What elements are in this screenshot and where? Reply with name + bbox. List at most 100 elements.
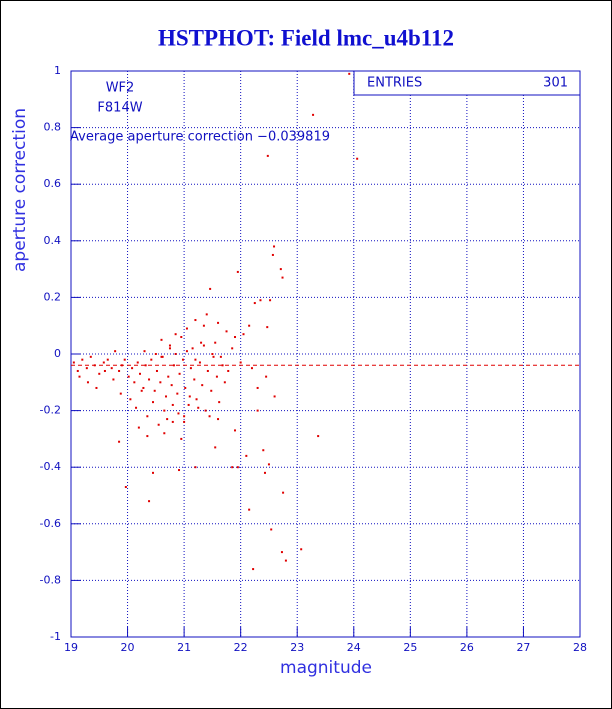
point <box>150 358 153 361</box>
point <box>265 375 268 378</box>
point <box>267 463 270 466</box>
point <box>144 364 147 367</box>
point <box>172 364 175 367</box>
point <box>148 500 151 503</box>
point <box>202 344 205 347</box>
x-tick-label: 23 <box>290 641 304 654</box>
point <box>118 369 121 372</box>
point <box>239 361 242 364</box>
point <box>148 378 151 381</box>
x-axis-label: magnitude <box>280 658 372 678</box>
point <box>348 72 351 75</box>
point <box>231 347 234 350</box>
point <box>201 384 204 387</box>
y-tick-label: 0.6 <box>44 177 62 190</box>
point <box>86 381 89 384</box>
y-tick-label: -0.8 <box>40 573 61 586</box>
point <box>161 355 164 358</box>
point <box>312 113 315 116</box>
stats-value: 301 <box>543 76 568 91</box>
point <box>212 355 215 358</box>
point <box>266 326 269 329</box>
point <box>178 469 181 472</box>
point <box>204 409 207 412</box>
point <box>183 420 186 423</box>
point <box>198 361 201 364</box>
point <box>259 299 262 302</box>
x-tick-label: 26 <box>460 641 474 654</box>
point <box>163 432 166 435</box>
point <box>170 384 173 387</box>
plot-frame <box>70 70 581 638</box>
point <box>146 435 149 438</box>
point <box>85 367 88 370</box>
y-tick-label: -1 <box>50 630 61 643</box>
x-tick-label: 24 <box>347 641 361 654</box>
point <box>200 341 203 344</box>
point <box>266 154 269 157</box>
point <box>146 415 149 418</box>
point <box>256 386 259 389</box>
point <box>193 378 196 381</box>
point <box>279 268 282 271</box>
point <box>165 395 168 398</box>
point <box>219 355 222 358</box>
point <box>93 364 96 367</box>
point <box>171 420 174 423</box>
point <box>356 157 359 160</box>
point <box>194 319 197 322</box>
point <box>123 358 126 361</box>
point <box>253 302 256 305</box>
point <box>72 361 75 364</box>
point <box>189 367 192 370</box>
point <box>187 403 190 406</box>
point <box>127 375 130 378</box>
point <box>168 347 171 350</box>
annotation: WF2 <box>106 81 135 96</box>
y-tick-label: -0.4 <box>40 460 61 473</box>
y-tick-label: 0.4 <box>44 234 62 247</box>
point <box>103 369 106 372</box>
x-tick-label: 25 <box>403 641 417 654</box>
point <box>248 508 251 511</box>
point <box>171 403 174 406</box>
point <box>76 369 79 372</box>
point <box>256 409 259 412</box>
point <box>252 568 255 571</box>
point <box>215 375 218 378</box>
point <box>135 406 138 409</box>
annotation: F814W <box>97 101 142 116</box>
y-tick-label: 1 <box>54 64 61 77</box>
point <box>227 369 230 372</box>
x-tick-label: 19 <box>64 641 78 654</box>
x-tick-label: 27 <box>516 641 530 654</box>
point <box>160 355 163 358</box>
point <box>269 299 272 302</box>
point <box>214 446 217 449</box>
point <box>183 415 186 418</box>
point <box>143 350 146 353</box>
point <box>131 367 134 370</box>
point <box>184 386 187 389</box>
point <box>181 358 184 361</box>
point <box>163 409 166 412</box>
point <box>138 372 141 375</box>
point <box>225 330 228 333</box>
point <box>112 378 115 381</box>
point <box>129 398 132 401</box>
point <box>142 386 145 389</box>
point <box>81 358 84 361</box>
point <box>270 528 273 531</box>
point <box>98 372 101 375</box>
point <box>157 423 160 426</box>
point <box>119 392 122 395</box>
point <box>155 369 158 372</box>
point <box>214 341 217 344</box>
point <box>209 287 212 290</box>
point <box>223 381 226 384</box>
point <box>174 353 177 355</box>
point <box>185 350 188 353</box>
point <box>250 367 253 370</box>
point <box>317 435 320 438</box>
point <box>206 369 209 372</box>
